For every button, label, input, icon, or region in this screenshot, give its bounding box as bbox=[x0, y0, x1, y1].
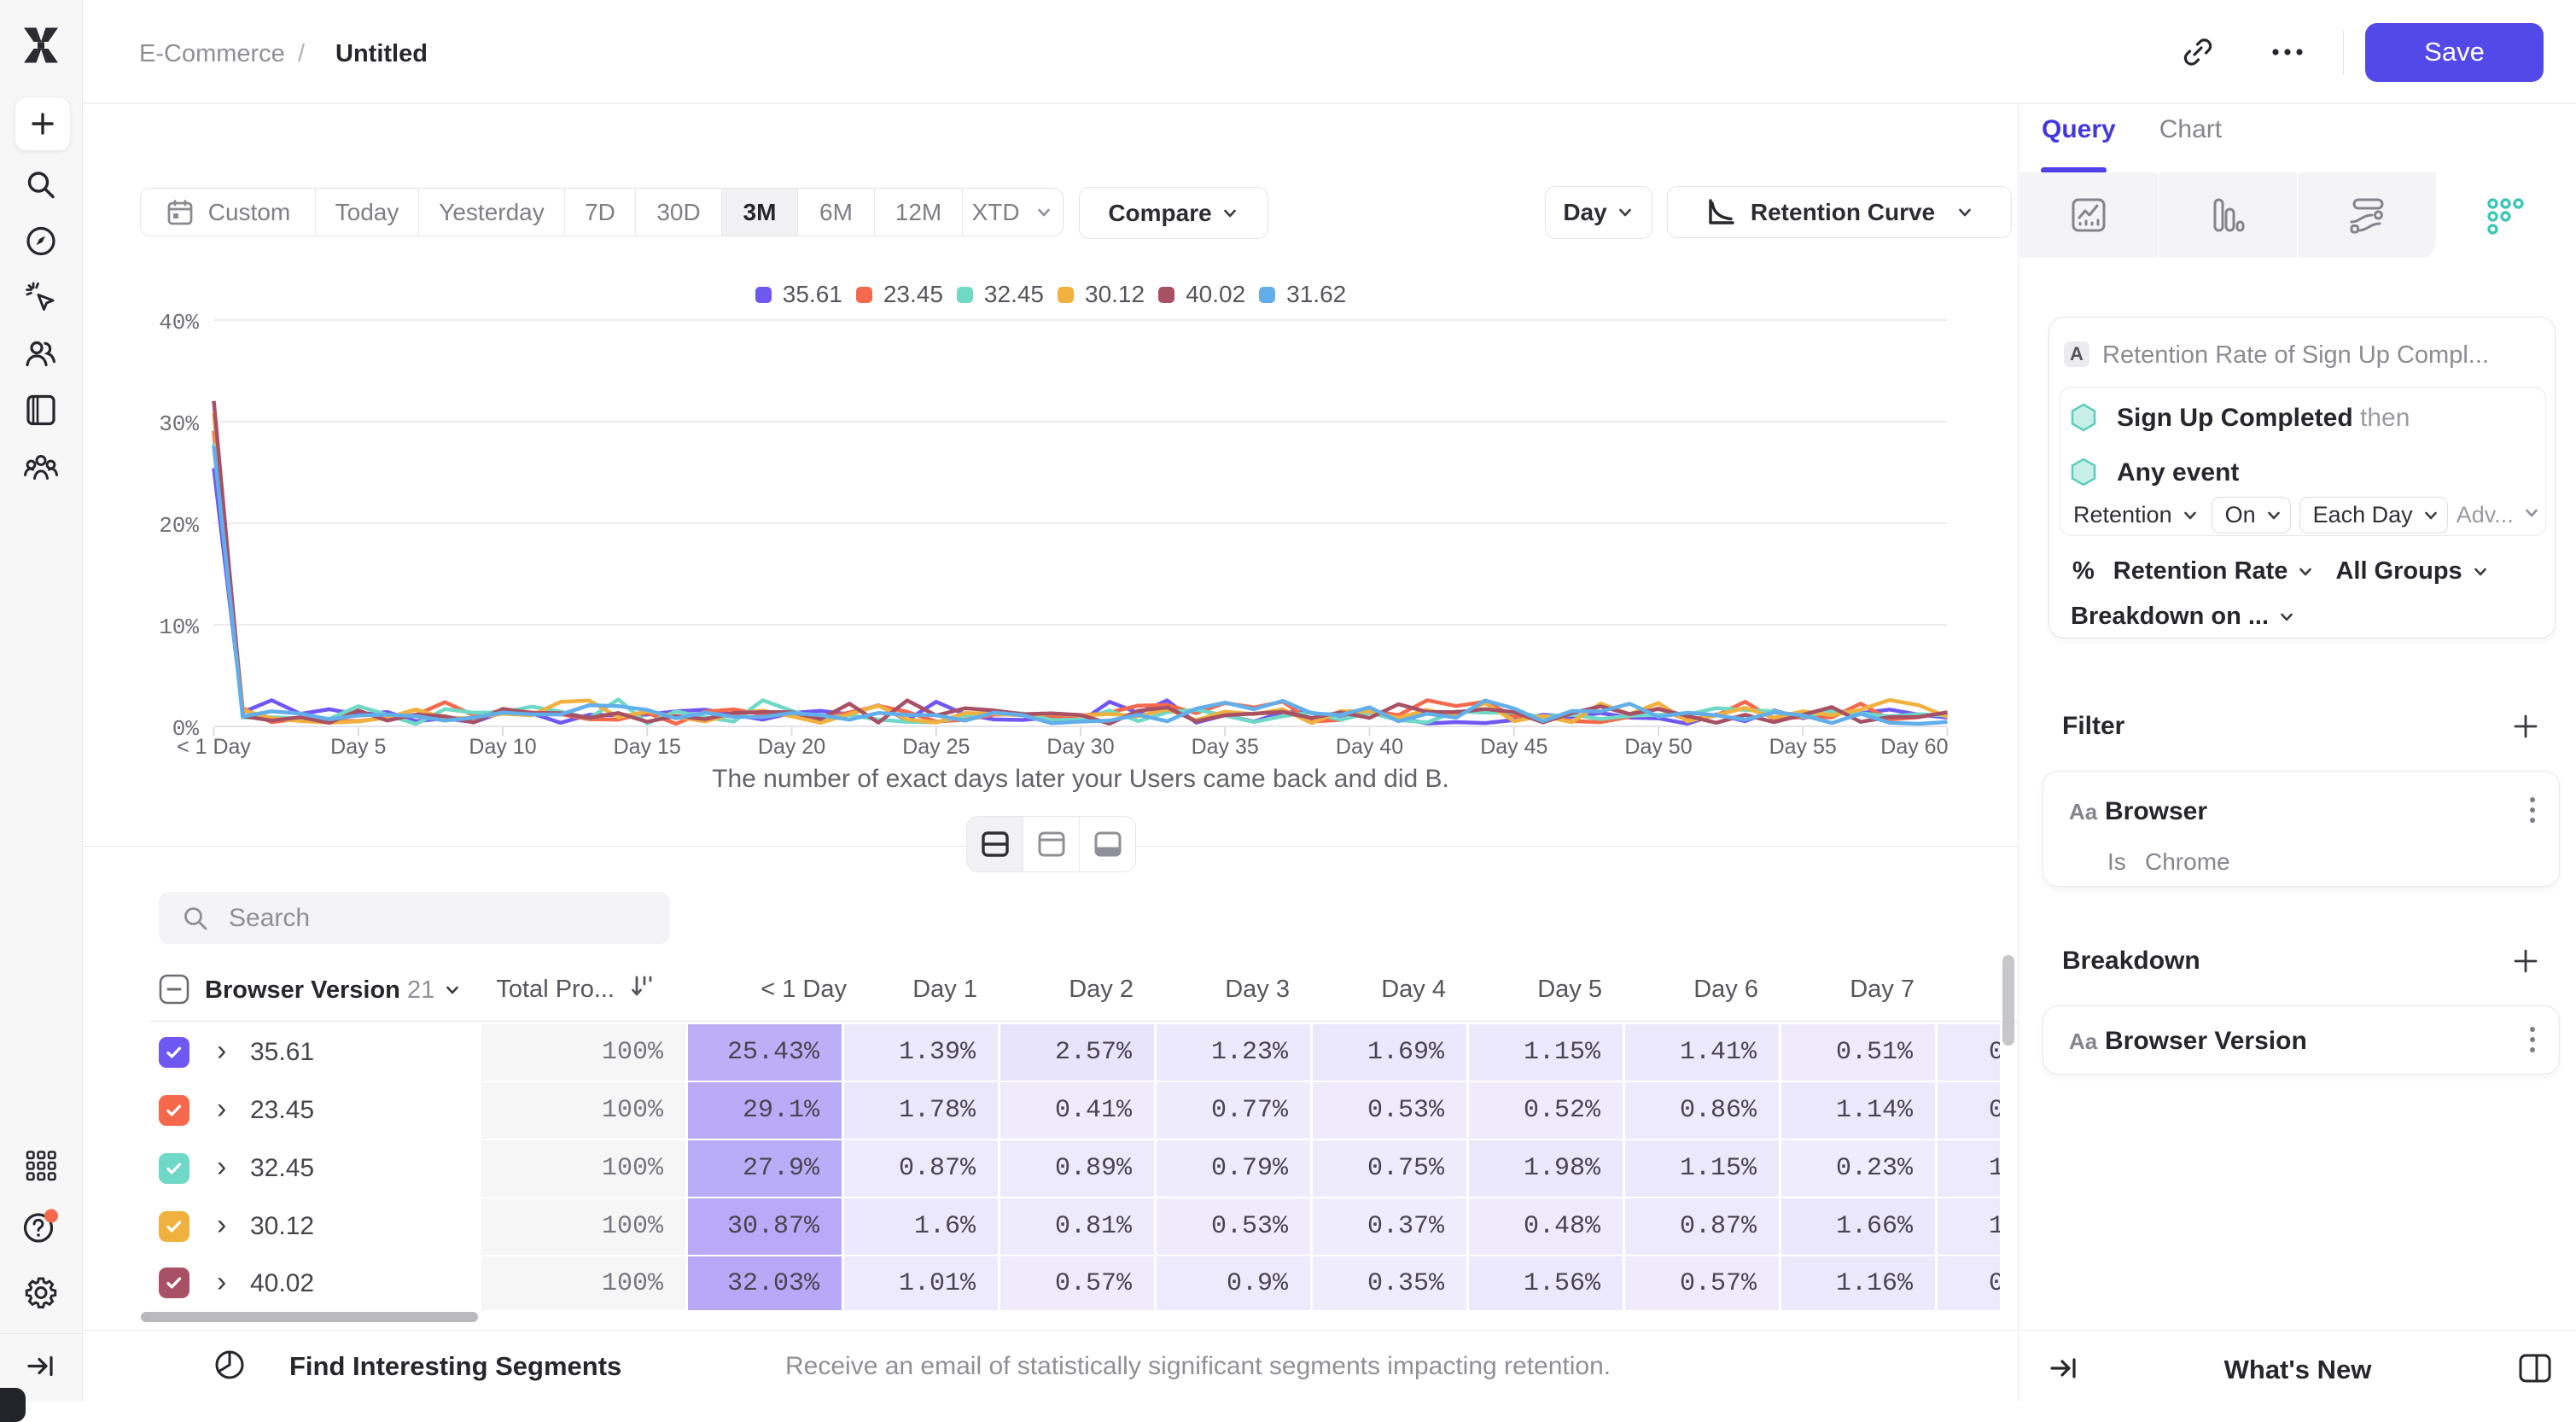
svg-text:Day 5: Day 5 bbox=[330, 735, 386, 759]
svg-text:Day 25: Day 25 bbox=[902, 735, 970, 759]
svg-text:Day 45: Day 45 bbox=[1480, 735, 1547, 759]
svg-text:Day 15: Day 15 bbox=[614, 735, 681, 759]
svg-text:10%: 10% bbox=[159, 615, 199, 640]
svg-text:Day 30: Day 30 bbox=[1046, 735, 1114, 759]
svg-text:Day 10: Day 10 bbox=[469, 735, 536, 759]
svg-text:Day 35: Day 35 bbox=[1192, 735, 1259, 759]
svg-text:40%: 40% bbox=[159, 310, 199, 335]
svg-text:20%: 20% bbox=[159, 513, 199, 539]
svg-text:Day 20: Day 20 bbox=[758, 735, 825, 759]
svg-text:Day 40: Day 40 bbox=[1336, 735, 1403, 759]
svg-text:0%: 0% bbox=[172, 716, 200, 742]
svg-text:30%: 30% bbox=[159, 411, 199, 437]
svg-text:Day 55: Day 55 bbox=[1769, 735, 1837, 759]
svg-text:Day 60: Day 60 bbox=[1880, 735, 1948, 759]
svg-text:Day 50: Day 50 bbox=[1624, 735, 1692, 759]
svg-text:< 1 Day: < 1 Day bbox=[177, 735, 251, 759]
